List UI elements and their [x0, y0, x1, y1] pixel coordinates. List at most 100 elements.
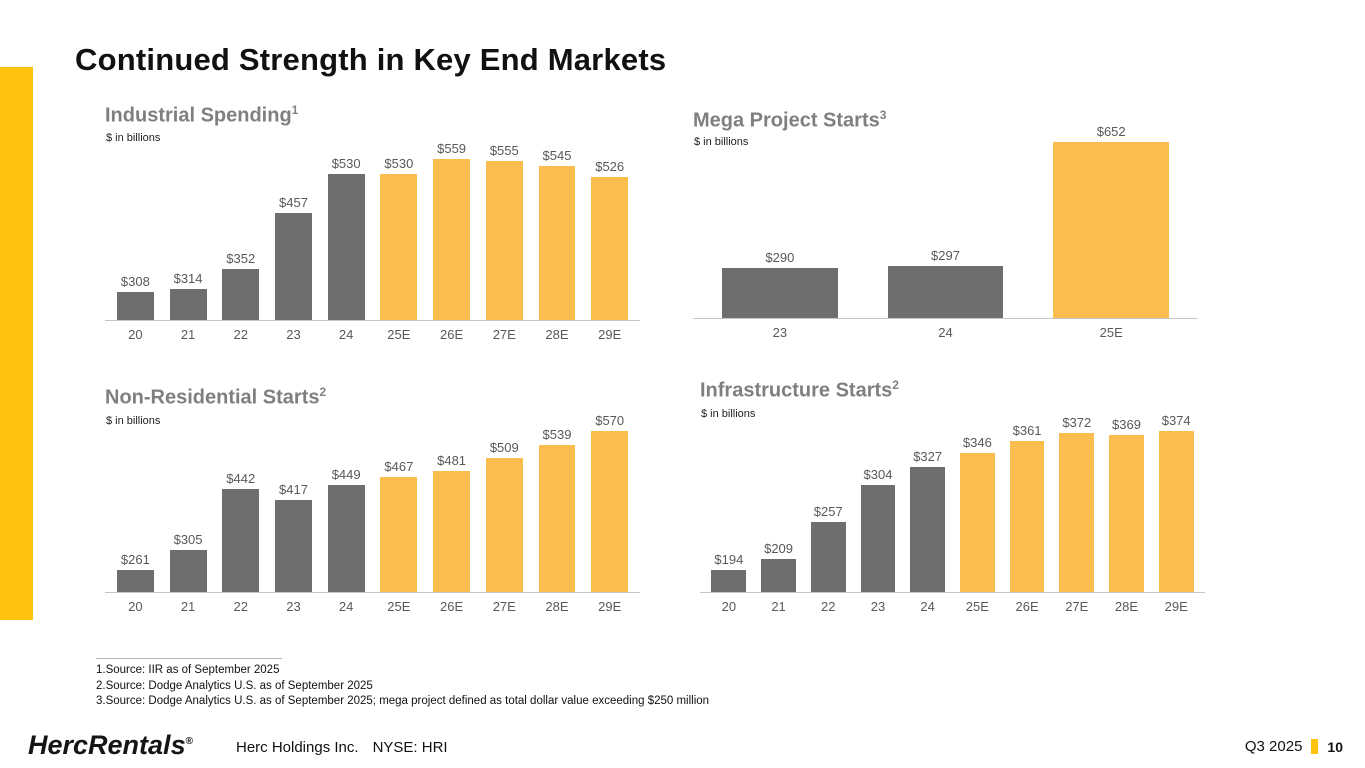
x-tick-label: 26E [440, 327, 464, 342]
left-accent-bar [0, 67, 33, 620]
chart-plot-area: $290 $297 $652 23 24 25E [693, 118, 1198, 340]
bar-plot: $308 $314 $352 $457 $530 $530 $559 $555 $545 $526 [105, 135, 640, 321]
bar-value-label: $304 [863, 467, 893, 483]
bar [1009, 441, 1045, 592]
bar [1053, 142, 1170, 318]
bar [275, 499, 312, 592]
bar-column: $652 [1028, 124, 1194, 318]
x-tick-label: 29E [1164, 599, 1188, 614]
chart-title-text: Non-Residential Starts [105, 386, 320, 409]
ticker-symbol: NYSE: HRI [372, 739, 448, 756]
footnote-ref: 3 [879, 108, 887, 122]
x-tick-label: 25E [387, 599, 411, 614]
bar-value-label: $559 [437, 141, 467, 156]
bar-value-label: $308 [120, 273, 150, 289]
chart-unit-label: $ in billions [106, 132, 161, 144]
bar-column: $526 [583, 159, 636, 320]
footnote-3: 3.Source: Dodge Analytics U.S. as of Sep… [96, 695, 710, 707]
x-tick-label: 23 [286, 599, 301, 614]
bar [169, 288, 207, 320]
bar-column: $539 [531, 427, 584, 592]
x-tick-label: 26E [440, 599, 464, 614]
x-tick-label: 23 [772, 325, 788, 340]
bar-value-label: $539 [542, 426, 572, 442]
bar-column: $481 [425, 453, 478, 592]
page-title: Continued Strength in Key End Markets [75, 42, 667, 77]
chart-plot-area: $261 $305 $442 $417 $449 $467 $481 $509 $539 $570… [105, 407, 640, 614]
bar [711, 570, 747, 592]
x-tick-label: 28E [1114, 599, 1139, 614]
bar [380, 477, 418, 592]
bar-column: $509 [478, 440, 531, 592]
page-number: 10 [1327, 738, 1343, 755]
bar [327, 174, 365, 320]
bar-column: $297 [863, 248, 1029, 318]
x-tick-label: 22 [233, 327, 248, 342]
bar [222, 488, 260, 592]
bar [959, 452, 995, 592]
chart-plot-area: $194 $209 $257 $304 $327 $346 $361 $372 $369 $374… [700, 407, 1205, 614]
bar-value-label: $209 [764, 540, 794, 556]
bar-value-label: $481 [437, 453, 467, 468]
bar-column: $290 [697, 250, 863, 318]
bar-column: $559 [425, 141, 478, 320]
bar-column: $346 [953, 435, 1003, 592]
bar [1059, 432, 1095, 592]
chart-unit-label: $ in billions [694, 136, 749, 148]
bar-column: $374 [1151, 413, 1201, 592]
bar-value-label: $346 [962, 434, 992, 450]
x-tick-label: 21 [180, 599, 196, 614]
bar [116, 570, 154, 592]
bar [910, 467, 946, 592]
bar-column: $369 [1102, 417, 1152, 592]
bar-value-label: $361 [1012, 423, 1042, 439]
bar [860, 485, 896, 592]
bar-plot: $194 $209 $257 $304 $327 $346 $361 $372 $369 $374 [700, 407, 1205, 593]
bar-column: $555 [478, 143, 531, 320]
x-tick-label: 24 [338, 327, 354, 342]
bar [591, 431, 629, 592]
chart-unit-label: $ in billions [701, 408, 756, 420]
footnote-ref: 2 [892, 378, 899, 392]
bar [222, 268, 260, 320]
bar-value-label: $372 [1062, 414, 1092, 430]
bar-column: $417 [267, 482, 320, 592]
bar-value-label: $417 [279, 481, 308, 497]
bar-column: $327 [903, 449, 953, 592]
bar [485, 458, 523, 592]
bar [1109, 434, 1144, 592]
x-tick-label: 20 [128, 327, 143, 342]
bar [327, 485, 365, 592]
company-name: Herc Holdings Inc. [236, 739, 359, 756]
bar [485, 161, 523, 320]
x-tick-label: 20 [128, 599, 143, 614]
chart-title-text: Mega Project Starts [693, 109, 880, 132]
bar-value-label: $449 [331, 467, 361, 483]
chart-title-text: Industrial Spending [105, 104, 292, 127]
x-axis-labels: 20 21 22 23 24 25E 26E 27E 28E 29E [105, 327, 640, 342]
registered-mark: ® [185, 736, 193, 747]
bar-column: $530 [320, 156, 373, 320]
bar-column: $361 [1002, 423, 1052, 592]
bar-value-label: $305 [173, 532, 203, 548]
x-tick-label: 23 [870, 599, 886, 614]
bar [810, 521, 846, 592]
x-tick-label: 24 [938, 325, 953, 340]
x-tick-label: 24 [338, 599, 354, 614]
x-tick-label: 29E [598, 327, 622, 342]
chart-unit-label: $ in billions [106, 415, 161, 427]
bar-value-label: $457 [279, 195, 308, 210]
footer-right: Q3 2025 10 [1245, 738, 1343, 755]
chart-title: Mega Project Starts3 [693, 108, 886, 133]
x-tick-label: 25E [965, 599, 989, 614]
x-tick-label: 29E [598, 599, 622, 614]
x-axis-labels: 20 21 22 23 24 25E 26E 27E 28E 29E [105, 599, 640, 614]
bar-column: $314 [162, 271, 215, 320]
bar-value-label: $467 [384, 459, 414, 475]
x-tick-label: 26E [1015, 599, 1039, 614]
footer-company-line: Herc Holdings Inc. NYSE: HRI [236, 739, 448, 756]
x-axis-labels: 20 21 22 23 24 25E 26E 27E 28E 29E [700, 599, 1205, 614]
chart-title-text: Infrastructure Starts [700, 379, 893, 402]
x-tick-label: 28E [545, 599, 569, 614]
bar-value-label: $545 [542, 148, 572, 164]
